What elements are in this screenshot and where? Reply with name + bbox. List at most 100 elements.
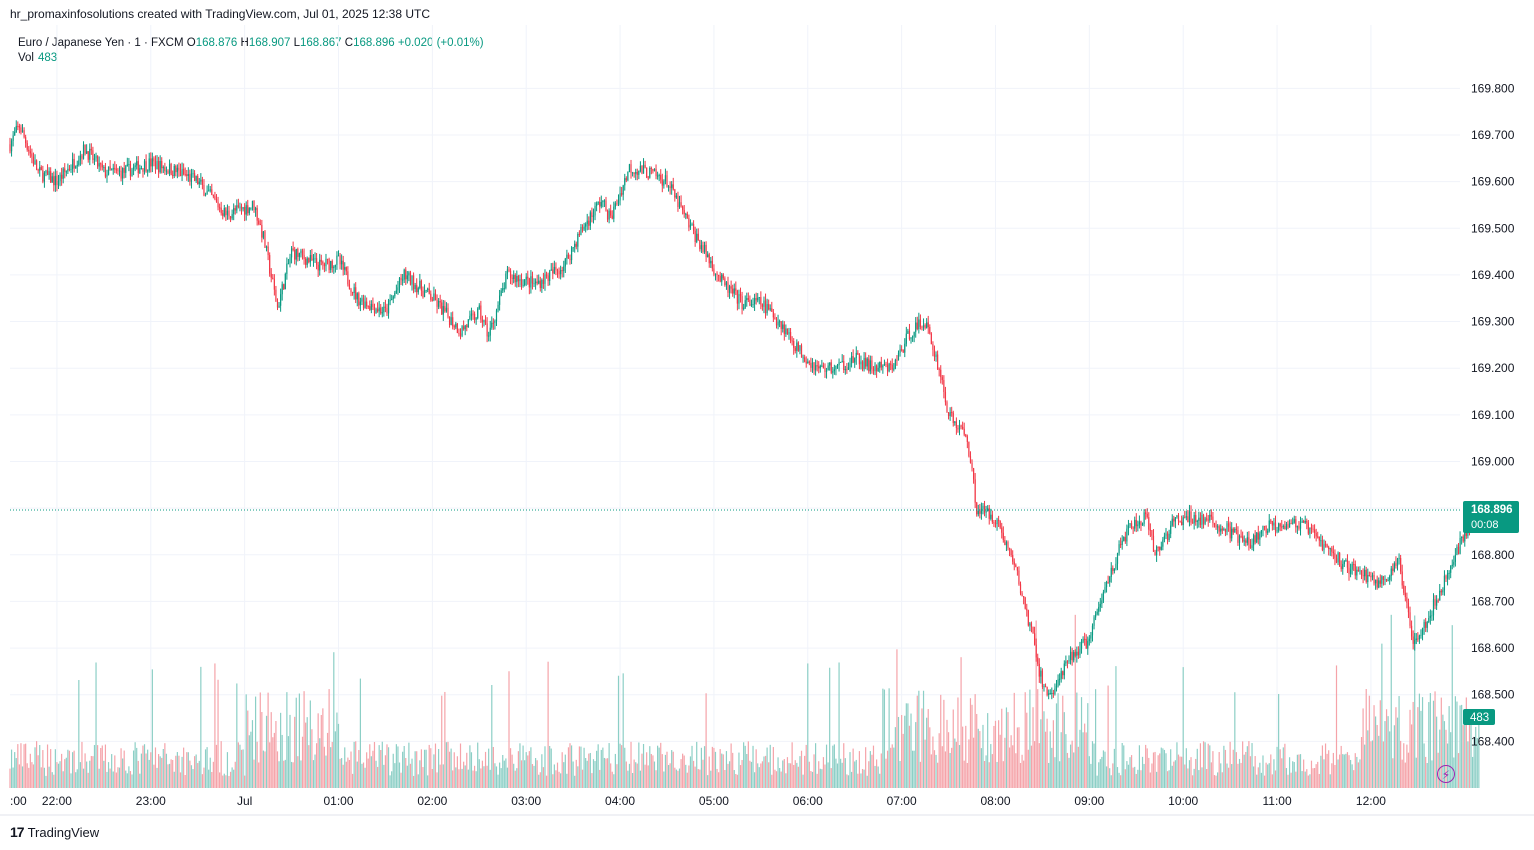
volume-bar: [966, 762, 968, 788]
candle-body: [334, 264, 336, 267]
tradingview-logo[interactable]: 17 TradingView: [10, 824, 99, 840]
candle-body: [1437, 600, 1439, 602]
volume-bar: [901, 715, 903, 788]
volume-bar: [402, 751, 404, 788]
candle-body: [284, 273, 286, 290]
volume-bar: [319, 738, 321, 788]
bar-countdown: 00:08: [1471, 519, 1499, 531]
candle-body: [345, 267, 347, 272]
volume-bar: [117, 767, 119, 788]
volume-bar: [1251, 743, 1253, 788]
candle-body: [1229, 526, 1231, 539]
candle-body: [1414, 639, 1416, 644]
volume-bar: [333, 652, 335, 788]
candle-body: [509, 270, 512, 278]
candle-body: [1030, 623, 1033, 627]
candle-body: [1069, 651, 1072, 660]
candle-body: [1102, 591, 1105, 601]
candle-body: [103, 167, 105, 169]
candle-body: [968, 441, 970, 457]
volume-bar: [1432, 700, 1435, 788]
volume-bar: [708, 756, 710, 788]
volume-bar: [558, 771, 560, 788]
volume-bar: [1248, 741, 1250, 788]
volume-bar: [51, 772, 53, 788]
volume-bar: [214, 663, 216, 788]
volume-bar: [930, 754, 932, 788]
volume-bar: [1246, 746, 1248, 788]
volume-bar: [1143, 763, 1145, 788]
candle-body: [639, 165, 642, 171]
candle-body: [211, 189, 213, 196]
volume-bar: [1365, 689, 1367, 788]
volume-bar: [636, 763, 638, 788]
volume-bar: [248, 735, 250, 788]
high-value: 168.907: [248, 37, 291, 49]
volume-bar: [1468, 715, 1471, 788]
volume-bar: [583, 747, 585, 788]
candle-body: [688, 218, 690, 228]
volume-bar: [1309, 774, 1311, 788]
volume-bar: [480, 768, 482, 788]
volume-bar: [522, 745, 524, 788]
volume-bar: [922, 690, 925, 788]
candle-body: [176, 167, 178, 173]
volume-bar: [386, 744, 388, 788]
volume-bar: [752, 745, 754, 788]
volume-bar: [524, 760, 526, 788]
volume-bar: [57, 763, 60, 788]
volume-bar: [100, 747, 102, 788]
volume-bar: [1378, 735, 1380, 788]
candle-body: [198, 181, 200, 185]
volume-bar: [996, 761, 998, 788]
volume-bar: [193, 756, 196, 788]
candle-body: [1073, 652, 1075, 661]
candle-body: [1254, 535, 1256, 543]
volume-bar: [140, 753, 142, 788]
lightning-icon[interactable]: ⚡: [1437, 765, 1455, 783]
volume-bar: [1210, 762, 1212, 788]
volume-bar: [957, 697, 959, 788]
volume-label[interactable]: Vol: [18, 52, 34, 64]
candle-body: [54, 175, 56, 186]
volume-bar: [910, 713, 912, 788]
volume-bar: [21, 766, 24, 788]
volume-bar: [389, 775, 391, 788]
candle-body: [1450, 565, 1452, 573]
candle-body: [1304, 521, 1306, 523]
volume-bar: [735, 774, 737, 788]
candle-body: [126, 164, 128, 167]
volume-bar: [1423, 743, 1425, 788]
candle-body: [979, 510, 981, 514]
candle-body: [472, 313, 474, 315]
volume-bar: [1059, 761, 1061, 788]
volume-bar: [278, 761, 280, 788]
candle-body: [1141, 523, 1144, 526]
candle-body: [1317, 536, 1319, 538]
volume-bar: [298, 693, 300, 788]
candle-body: [1240, 535, 1242, 537]
symbol-name[interactable]: Euro / Japanese Yen · 1 · FXCM: [18, 37, 184, 49]
candle-body: [977, 510, 979, 515]
volume-bar: [353, 741, 355, 788]
volume-bar: [722, 754, 724, 788]
volume-bar: [1004, 737, 1006, 788]
candle-body: [1116, 553, 1119, 564]
volume-bar: [1116, 767, 1119, 788]
volume-bar: [655, 770, 657, 788]
candle-body: [1206, 518, 1208, 520]
candle-body: [783, 324, 785, 335]
volume-bar: [348, 759, 351, 788]
volume-bar: [840, 758, 842, 788]
volume-bar: [350, 751, 352, 788]
volume-bar: [9, 768, 11, 788]
candle-body: [1110, 567, 1112, 577]
candle-body: [768, 304, 770, 310]
candle-body: [547, 275, 549, 281]
volume-bar: [392, 753, 394, 788]
candle-body: [719, 276, 721, 282]
candle-body: [183, 168, 185, 175]
volume-bar: [1010, 735, 1012, 788]
